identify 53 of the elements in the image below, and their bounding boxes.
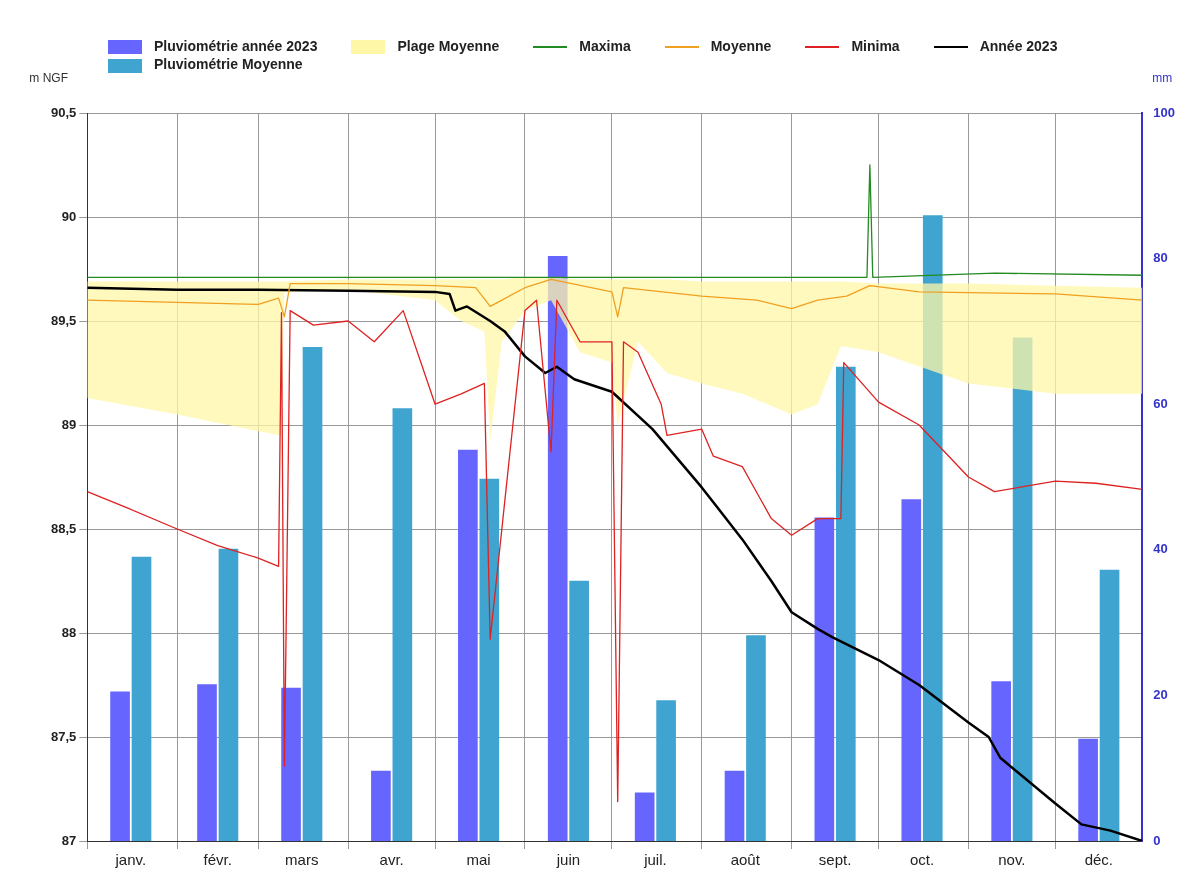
x-tick-label: avr. xyxy=(379,850,404,868)
y-tick-label: 87 xyxy=(61,832,77,848)
bar xyxy=(724,770,745,841)
y-tick-label: 89,5 xyxy=(50,312,77,328)
bar xyxy=(1078,738,1098,841)
x-tick-label: nov. xyxy=(998,850,1026,868)
y-tick-label: 87,5 xyxy=(50,728,77,744)
bar xyxy=(281,687,301,841)
bar xyxy=(835,366,856,841)
x-tick-label: févr. xyxy=(203,850,232,868)
x-tick-label: déc. xyxy=(1084,850,1114,868)
x-tick-label: mars xyxy=(285,850,319,868)
bar xyxy=(814,517,835,841)
y2-tick-label: 0 xyxy=(1153,832,1161,848)
bar xyxy=(458,449,478,841)
bar xyxy=(991,680,1011,841)
bar xyxy=(547,255,568,841)
y-tick-label: 90 xyxy=(61,208,77,224)
bar xyxy=(634,792,655,841)
y-tick-label: 90,5 xyxy=(50,104,77,120)
x-tick-label: janv. xyxy=(114,850,147,868)
legend-label: Moyenne xyxy=(710,38,772,54)
y2-tick-label: 60 xyxy=(1153,395,1168,411)
x-tick-label: juin xyxy=(555,850,581,868)
y2-tick-label: 80 xyxy=(1153,249,1168,265)
bar xyxy=(901,498,922,841)
x-tick-label: mai xyxy=(466,850,491,868)
y2-axis-title: mm xyxy=(1152,70,1173,85)
bar xyxy=(302,346,323,841)
bar xyxy=(1099,569,1120,841)
y2-tick-label: 40 xyxy=(1153,540,1168,556)
bar xyxy=(656,699,676,841)
x-tick-label: sept. xyxy=(818,850,852,868)
legend-label: Année 2023 xyxy=(979,38,1058,54)
y-tick-label: 88,5 xyxy=(50,520,77,536)
legend-label: Plage Moyenne xyxy=(397,38,500,54)
bar xyxy=(371,770,391,841)
y-tick-label: 89 xyxy=(61,416,77,432)
legend-label: Minima xyxy=(851,38,900,54)
bar xyxy=(392,407,413,841)
y-axis-title: m NGF xyxy=(29,70,68,85)
legend-label: Pluviométrie Moyenne xyxy=(154,56,303,73)
bar xyxy=(569,580,589,841)
y2-tick-label: 100 xyxy=(1153,104,1176,120)
legend-label: Maxima xyxy=(579,38,631,54)
bar xyxy=(746,634,766,841)
x-tick-label: juil. xyxy=(643,850,667,868)
y-tick-label: 88 xyxy=(61,624,77,640)
legend-label: Pluviométrie année 2023 xyxy=(154,38,318,54)
y2-tick-label: 20 xyxy=(1153,686,1168,702)
bar xyxy=(479,478,500,841)
x-tick-label: août xyxy=(730,850,761,868)
x-tick-label: oct. xyxy=(909,850,935,868)
